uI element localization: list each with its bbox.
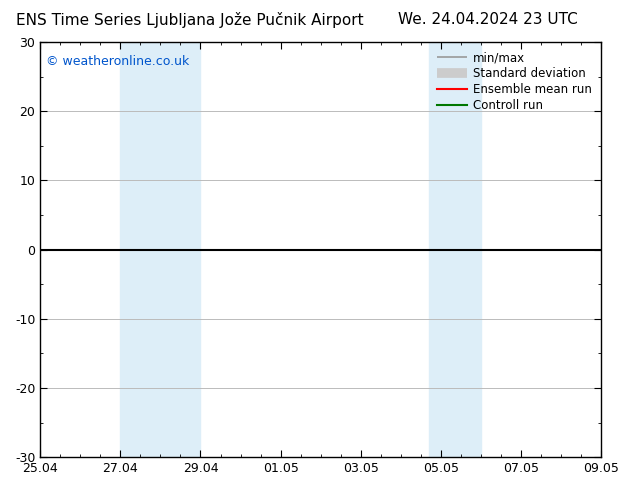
Legend: min/max, Standard deviation, Ensemble mean run, Controll run: min/max, Standard deviation, Ensemble me… [434,48,595,116]
Text: ENS Time Series Ljubljana Jože Pučnik Airport: ENS Time Series Ljubljana Jože Pučnik Ai… [16,12,364,28]
Text: © weatheronline.co.uk: © weatheronline.co.uk [46,54,189,68]
Bar [429,42,481,457]
Text: We. 24.04.2024 23 UTC: We. 24.04.2024 23 UTC [398,12,578,27]
Bar [120,42,200,457]
